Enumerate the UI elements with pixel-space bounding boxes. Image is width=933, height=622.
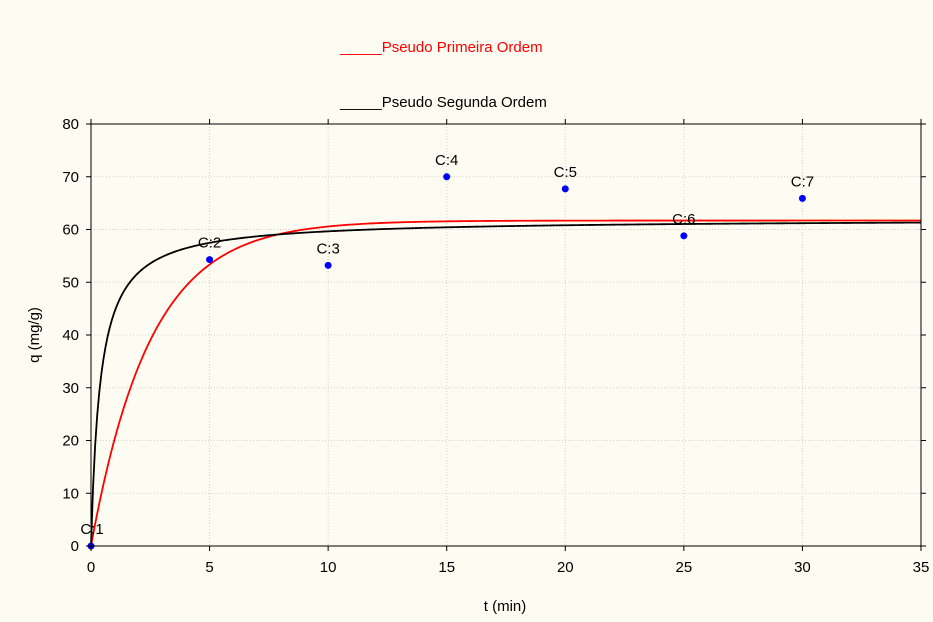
y-tick-label: 10 [62,485,79,502]
x-tick-label: 5 [205,559,213,576]
x-tick-label: 35 [913,559,930,576]
data-point [324,261,332,269]
y-tick-label: 60 [62,222,79,239]
y-tick-label: 50 [62,274,79,291]
x-axis-title: t (min) [484,598,527,615]
data-point-label: C:5 [554,164,577,181]
data-point [561,185,569,193]
curve-pseudo-first-order [90,219,921,547]
y-tick-label: 40 [62,327,79,344]
data-point-label: C:3 [316,240,339,257]
data-point-label: C:1 [80,521,103,538]
data-point [680,232,688,240]
x-tick-label: 20 [557,559,574,576]
y-tick-label: 80 [62,116,79,133]
x-tick-label: 15 [438,559,455,576]
y-tick-label: 70 [62,169,79,186]
data-point-label: C:6 [672,211,695,228]
tick-labels: 0 5 10 15 20 25 30 35 0 10 20 30 40 50 60 70 80 [62,116,929,576]
axes [86,119,926,551]
legend: _____Pseudo Primeira Ordem _____Pseudo S… [339,39,547,111]
curve-pseudo-second-order [90,221,921,547]
data-point [443,173,451,181]
data-point-label: C:7 [791,173,814,190]
model-curves [90,219,921,547]
legend-entry-second-order: _____Pseudo Segunda Ordem [339,94,547,111]
data-point-label: C:4 [435,152,458,169]
x-tick-label: 25 [676,559,693,576]
data-points: C:1 C:2 C:3 C:4 C:5 C:6 C:7 [80,152,814,550]
legend-entry-first-order: _____Pseudo Primeira Ordem [339,39,543,56]
y-tick-label: 0 [71,538,79,555]
data-point-label: C:2 [198,235,221,252]
data-point [206,256,214,264]
x-tick-label: 0 [87,559,95,576]
y-tick-label: 30 [62,380,79,397]
y-tick-label: 20 [62,433,79,450]
data-point [798,194,806,202]
y-axis-title: q (mg/g) [26,307,43,363]
gridlines [91,124,921,546]
x-tick-label: 10 [320,559,337,576]
x-tick-label: 30 [794,559,811,576]
